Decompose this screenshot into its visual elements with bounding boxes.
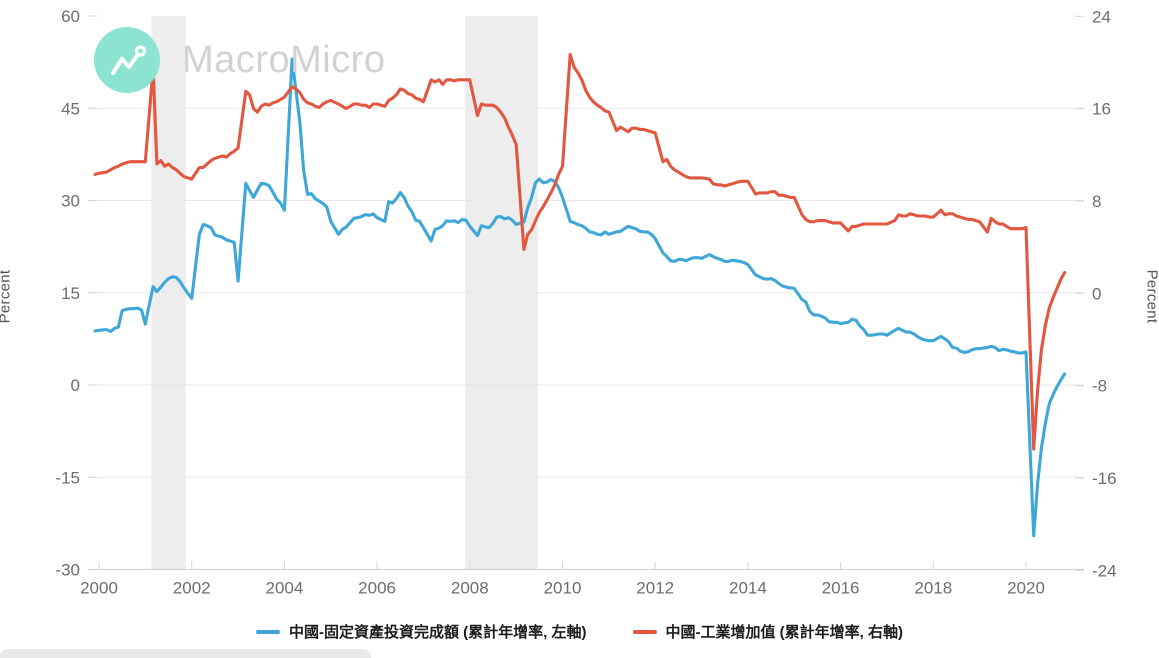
svg-text:-30: -30 [55, 561, 80, 580]
svg-text:2000: 2000 [80, 579, 118, 598]
svg-text:24: 24 [1092, 7, 1111, 26]
svg-text:2018: 2018 [914, 579, 952, 598]
legend-label-iva: 中國-工業增加值 (累計年增率, 右軸) [665, 624, 904, 641]
svg-text:2004: 2004 [265, 579, 303, 598]
svg-text:2012: 2012 [636, 579, 674, 598]
svg-text:2010: 2010 [544, 579, 582, 598]
svg-text:15: 15 [61, 284, 80, 303]
legend-swatch-blue [256, 629, 280, 634]
svg-text:2014: 2014 [729, 579, 767, 598]
svg-text:16: 16 [1092, 100, 1111, 119]
svg-text:0: 0 [1092, 284, 1101, 303]
left-axis-title: Percent [0, 269, 14, 324]
svg-text:8: 8 [1092, 192, 1101, 211]
axes [88, 15, 1084, 571]
svg-text:2020: 2020 [1007, 579, 1045, 598]
svg-text:30: 30 [61, 192, 80, 211]
svg-text:-15: -15 [55, 468, 80, 487]
legend-item-fai[interactable]: 中國-固定資產投資完成額 (累計年增率, 左軸) [256, 621, 587, 642]
svg-text:45: 45 [61, 99, 80, 118]
right-axis-title: Percent [1143, 269, 1159, 324]
svg-text:2016: 2016 [822, 579, 860, 598]
series-line-iva[interactable] [93, 52, 1067, 451]
svg-text:-8: -8 [1092, 377, 1107, 396]
bottom-scrollbar[interactable] [0, 649, 371, 658]
legend-label-fai: 中國-固定資產投資完成額 (累計年增率, 左軸) [289, 624, 587, 641]
legend-swatch-red [632, 629, 657, 634]
svg-text:2008: 2008 [451, 579, 489, 598]
svg-text:2002: 2002 [173, 579, 211, 598]
svg-text:2006: 2006 [358, 579, 396, 598]
legend-item-iva[interactable]: 中國-工業增加值 (累計年增率, 右軸) [632, 621, 904, 642]
series-line-fai[interactable] [93, 57, 1067, 538]
svg-text:60: 60 [61, 7, 80, 26]
gridlines [88, 107, 1084, 478]
svg-text:-16: -16 [1092, 469, 1117, 488]
tick-labels: 60 45 30 15 0 -15 -30 24 16 8 0 -8 -16 -24 2000 2002 200… [55, 7, 1116, 598]
svg-text:0: 0 [71, 376, 80, 395]
legend: 中國-固定資產投資完成額 (累計年增率, 左軸) 中國-工業增加值 (累計年增率… [0, 621, 1159, 642]
svg-text:-24: -24 [1092, 561, 1117, 580]
